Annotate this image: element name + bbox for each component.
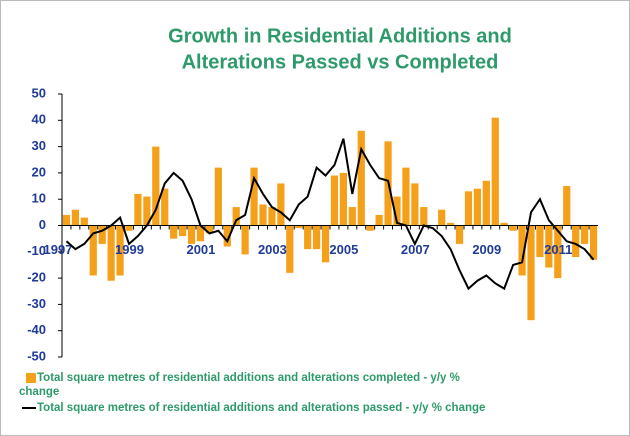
bar — [438, 209, 446, 226]
bar — [366, 225, 374, 231]
bar — [98, 225, 106, 244]
bar — [80, 217, 88, 226]
bar — [89, 225, 97, 276]
bar — [330, 175, 339, 226]
bar — [259, 204, 267, 226]
x-tick-label: 1999 — [115, 242, 144, 257]
y-tick-label: -50 — [27, 348, 46, 363]
bar — [482, 180, 490, 226]
bar — [313, 225, 321, 250]
bar — [464, 191, 473, 226]
bar — [286, 225, 294, 273]
bar — [393, 196, 401, 226]
y-tick-label: 40 — [32, 112, 46, 127]
bar — [420, 207, 428, 226]
bar — [223, 225, 231, 247]
bar — [500, 222, 508, 226]
x-tick-label: 2001 — [186, 242, 215, 257]
x-tick-label: 2005 — [329, 242, 358, 257]
bar — [143, 196, 151, 226]
bar — [187, 225, 196, 244]
x-tick-label: 2009 — [472, 242, 501, 257]
bar — [268, 207, 276, 226]
bar — [277, 183, 285, 226]
bar — [214, 167, 222, 226]
bar — [116, 225, 124, 276]
bar — [161, 188, 169, 226]
bar — [241, 225, 249, 255]
bar — [348, 207, 356, 226]
y-tick-label: -30 — [27, 296, 46, 311]
bar — [62, 214, 71, 226]
bar — [518, 225, 526, 276]
bar — [527, 225, 535, 321]
bar — [134, 193, 142, 226]
bar — [357, 130, 365, 226]
bar — [179, 225, 187, 237]
bar — [107, 225, 115, 281]
bar — [455, 225, 464, 244]
bar — [572, 225, 580, 258]
y-tick-label: 30 — [32, 138, 46, 153]
bar — [321, 225, 330, 263]
bar — [447, 222, 455, 226]
x-tick-label: 1997 — [44, 242, 73, 257]
bar — [411, 183, 419, 226]
bar — [170, 225, 178, 239]
x-tick-label: 2011 — [544, 242, 572, 257]
y-tick-label: -40 — [27, 322, 46, 337]
bar — [563, 186, 571, 226]
bar — [509, 225, 517, 231]
bar — [125, 225, 133, 231]
bar — [196, 225, 205, 242]
bar — [152, 146, 160, 226]
chart-title: Growth in Residential Additions and — [168, 25, 512, 47]
bar — [589, 225, 598, 260]
y-tick-label: -10 — [27, 243, 46, 258]
y-tick-label: 0 — [39, 217, 46, 232]
y-tick-label: -20 — [27, 270, 46, 285]
x-tick-label: 2007 — [401, 242, 430, 257]
y-tick-label: 50 — [32, 85, 46, 100]
legend-label: Total square metres of residential addit… — [37, 402, 485, 414]
bar — [402, 167, 410, 226]
legend-label: Total square metres of residential addit… — [19, 372, 460, 398]
line — [65, 138, 595, 291]
bar — [232, 207, 240, 226]
x-tick-label: 2003 — [258, 242, 287, 257]
bar — [375, 214, 383, 226]
y-tick-label: 20 — [32, 164, 46, 179]
bar — [536, 225, 544, 258]
bar — [339, 172, 347, 226]
bar — [295, 225, 303, 229]
bar — [473, 188, 481, 226]
bar — [545, 225, 553, 268]
bar — [581, 225, 589, 244]
bar — [71, 209, 79, 226]
bar — [304, 225, 312, 250]
y-tick-label: 10 — [32, 191, 46, 206]
bar — [205, 225, 213, 234]
bar — [554, 225, 562, 279]
legend-swatch — [26, 373, 36, 383]
bar — [491, 117, 499, 226]
bar — [250, 167, 258, 226]
chart-title: Alterations Passed vs Completed — [182, 51, 499, 73]
